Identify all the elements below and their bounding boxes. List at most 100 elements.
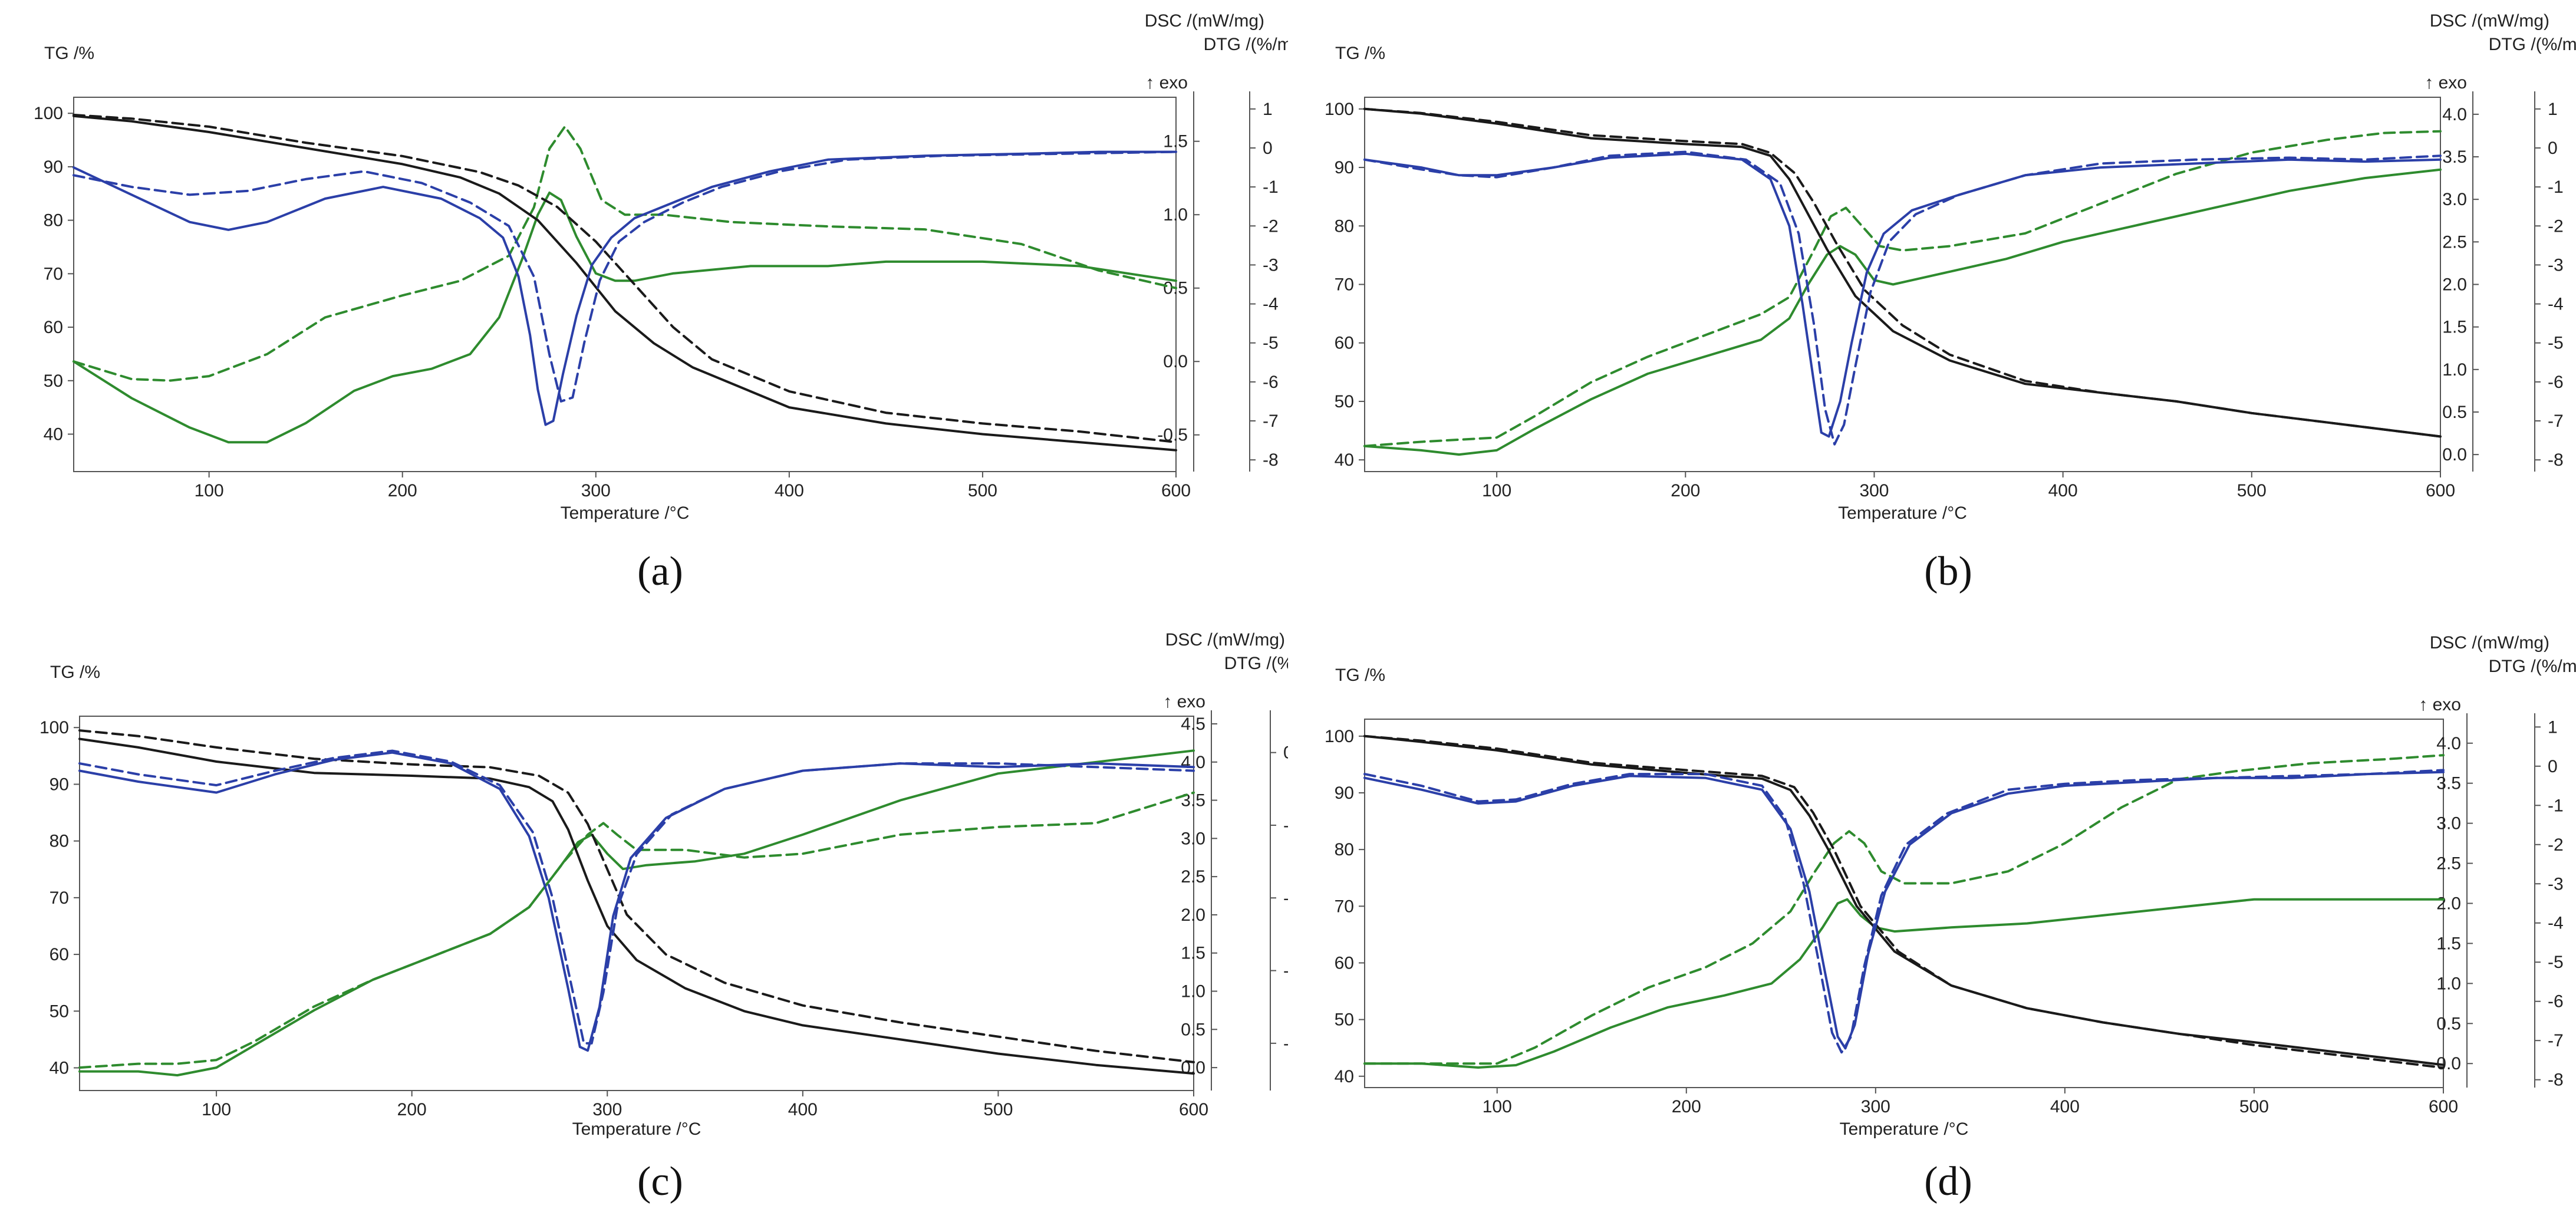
tg-tick-label: 60 <box>44 318 63 337</box>
panel-caption-a: (a) <box>637 549 683 594</box>
dsc-dashed-line <box>1363 754 2445 1065</box>
dtg-dashed-line <box>73 150 1177 403</box>
tg-tick-label: 70 <box>1335 275 1354 295</box>
tg-dashed-line <box>78 729 1195 1063</box>
y-axis-title-tg: TG /% <box>1335 44 1385 63</box>
x-tick-label: 600 <box>2426 481 2455 500</box>
x-tick-label: 100 <box>1483 1097 1512 1116</box>
dsc-tick-label: 2.0 <box>2436 894 2461 914</box>
tg-tick-label: 50 <box>50 1002 69 1021</box>
chart-panel-c: 100 200 300 400 500 600 40 50 60 70 80 90 100 0.0 0.5 1… <box>0 616 1288 1232</box>
tg-tick-label: 40 <box>1335 1067 1354 1086</box>
exo-direction-label: ↑ exo <box>1163 692 1205 711</box>
tg-dashed-line <box>73 113 1177 444</box>
dsc-tick-label: 3.0 <box>1181 829 1205 848</box>
dsc-tick-label: 3.0 <box>2436 814 2461 834</box>
tg-tick-label: 80 <box>50 832 69 851</box>
x-tick-label: 600 <box>1179 1100 1208 1119</box>
y-axis-title-tg: TG /% <box>44 44 94 63</box>
x-tick-label: 200 <box>1671 481 1700 500</box>
dtg-tick-label: -1 <box>2548 796 2564 815</box>
dtg-tick-label: -7 <box>1263 411 1279 431</box>
dtg-tick-label: -4 <box>2548 295 2564 314</box>
dsc-tick-label: 1.0 <box>1163 205 1188 225</box>
y-axis-title-dtg: DTG /(%/min) <box>1204 35 1288 54</box>
chart-svg-c: 100 200 300 400 500 6004050607080901000.00.51… <box>39 630 1288 1139</box>
tg-tick-label: 50 <box>44 371 63 391</box>
dtg-tick-label: -4 <box>2548 914 2564 933</box>
dtg-tick-label: -6 <box>1283 961 1288 981</box>
dtg-tick-label: -5 <box>2548 953 2564 972</box>
dsc-tick-label: 2.0 <box>1181 905 1205 925</box>
tg-tick-label: 60 <box>1335 334 1354 353</box>
tg-dashed-line <box>1363 107 2442 438</box>
plot-frame <box>79 716 1194 1091</box>
tg-tick-label: 100 <box>39 718 69 737</box>
dtg-tick-label: -3 <box>1263 255 1279 275</box>
y-axis-title-dsc: DSC /(mW/mg) <box>1165 630 1285 650</box>
tg-tick-label: 50 <box>1335 1010 1354 1030</box>
dsc-tick-label: 4.5 <box>1181 714 1205 734</box>
x-tick-label: 300 <box>581 481 611 500</box>
dsc-tick-label: 3.5 <box>2442 147 2467 167</box>
x-tick-label: 400 <box>2048 481 2078 500</box>
panel-caption-b: (b) <box>1924 549 1972 594</box>
dsc-tick-label: 2.5 <box>1181 867 1205 887</box>
dsc-tick-label: 4.0 <box>1181 753 1205 772</box>
panel-caption-d: (d) <box>1924 1159 1972 1204</box>
dsc-solid-line <box>1363 898 2445 1069</box>
tg-tick-label: 70 <box>1335 897 1354 916</box>
x-tick-label: 300 <box>1861 1097 1890 1116</box>
dsc-dashed-line <box>78 791 1195 1069</box>
dsc-dashed-line <box>1363 130 2442 447</box>
dsc-tick-label: 0.5 <box>2442 403 2467 422</box>
dsc-tick-label: 3.5 <box>2436 774 2461 793</box>
tg-solid-line <box>73 114 1177 452</box>
dsc-tick-label: 2.5 <box>2436 854 2461 874</box>
x-axis-title: Temperature /°C <box>1838 503 1967 523</box>
dsc-tick-label: 1.0 <box>1181 982 1205 1002</box>
plot-frame <box>73 97 1177 472</box>
dsc-dashed-line <box>73 125 1177 382</box>
chart-svg-b: 100 200 300 400 500 600 40 50 60 70 80 90 100 0.0 0.5 1… <box>1325 11 2576 523</box>
x-axis-title: Temperature /°C <box>1840 1119 1969 1139</box>
dtg-solid-line <box>73 150 1177 426</box>
tg-tick-label: 60 <box>1335 953 1354 973</box>
dtg-tick-label: 1 <box>1263 100 1273 119</box>
dtg-tick-label: -8 <box>1283 1034 1288 1053</box>
x-tick-label: 100 <box>1482 481 1511 500</box>
dtg-tick-label: -1 <box>2548 177 2564 197</box>
dtg-tick-label: -6 <box>2548 992 2564 1012</box>
dtg-tick-label: -7 <box>2548 1031 2564 1050</box>
y-axis-title-dtg: DTG /(%/min) <box>1224 654 1288 673</box>
dsc-tick-label: 4.0 <box>2436 734 2461 753</box>
tg-tick-label: 90 <box>50 775 69 794</box>
x-tick-label: 500 <box>968 481 997 500</box>
x-tick-label: 400 <box>788 1100 818 1119</box>
dtg-tick-label: -4 <box>1263 295 1279 314</box>
x-tick-label: 500 <box>2239 1097 2269 1116</box>
tg-tick-label: 90 <box>1335 783 1354 803</box>
tg-tick-label: 60 <box>50 945 69 964</box>
tg-tick-label: 80 <box>1335 216 1354 236</box>
dsc-tick-label: 3.0 <box>2442 190 2467 209</box>
tg-solid-line <box>78 737 1195 1075</box>
dtg-tick-label: -6 <box>2548 373 2564 392</box>
dtg-tick-label: 1 <box>2548 100 2558 119</box>
dtg-tick-label: -8 <box>2548 450 2564 470</box>
dtg-dashed-line <box>1363 150 2442 446</box>
dtg-solid-line <box>78 751 1195 1052</box>
dtg-tick-label: -1 <box>1263 177 1279 197</box>
dtg-dashed-line <box>78 749 1195 1045</box>
dtg-tick-label: -8 <box>1263 450 1279 470</box>
dsc-solid-line <box>1363 168 2442 456</box>
dsc-tick-label: 0.0 <box>1163 352 1188 371</box>
dtg-tick-label: -5 <box>2548 334 2564 353</box>
x-tick-label: 400 <box>775 481 804 500</box>
dsc-tick-label: 1.0 <box>2442 360 2467 380</box>
y-axis-title-dsc: DSC /(mW/mg) <box>2430 633 2549 653</box>
y-axis-title-dsc: DSC /(mW/mg) <box>2430 11 2549 31</box>
dsc-tick-label: 0.5 <box>2436 1014 2461 1033</box>
x-tick-label: 300 <box>592 1100 622 1119</box>
tg-tick-label: 100 <box>34 104 63 123</box>
